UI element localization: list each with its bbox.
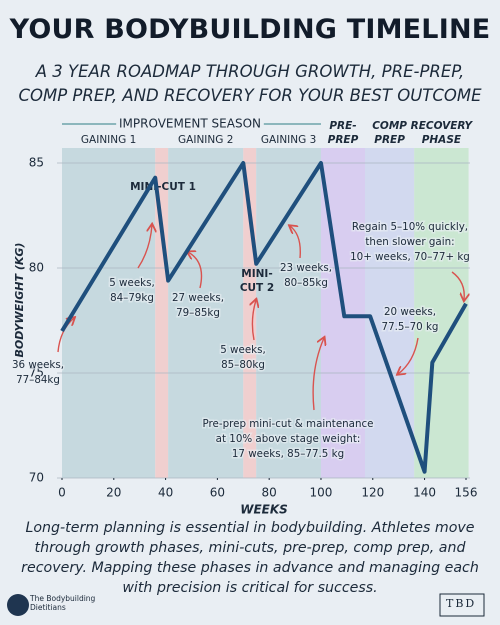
x-tick-label: 60: [210, 486, 225, 500]
phase-label: MINI-CUT 1: [130, 181, 196, 193]
phase-band: [155, 148, 169, 478]
text-line: 5 weeks,: [220, 344, 266, 356]
text-line: RECOVERY: [411, 120, 474, 132]
logo-badge: [7, 594, 29, 616]
logo-mark: TBD: [446, 597, 477, 610]
text-line: GAINING 1: [81, 134, 136, 146]
text-line: 5 weeks,: [109, 277, 155, 289]
season-label: IMPROVEMENT SEASON: [119, 117, 261, 131]
phase-label: GAINING 2: [178, 134, 233, 146]
text-line: Regain 5–10% quickly,: [352, 221, 468, 233]
arrow: [290, 226, 301, 259]
title: YOUR BODYBUILDING TIMELINE: [9, 14, 491, 45]
logo-box: [439, 593, 485, 617]
x-tick-label: 100: [310, 486, 333, 500]
text-line: PRE-: [329, 120, 356, 132]
text-line: 36 weeks,: [12, 359, 64, 371]
y-tick-label: 85: [29, 156, 44, 170]
phase-label: GAINING 1: [81, 134, 136, 146]
phase-label: MINI- CUT 2: [240, 268, 274, 294]
phase-label: RECOVERY PHASE: [411, 120, 474, 146]
text-line: PREP: [328, 134, 359, 146]
x-tick-label: 120: [361, 486, 384, 500]
x-tick-label: 0: [58, 486, 66, 500]
annotation: 23 weeks, 80–85kg: [280, 262, 332, 289]
text-line: 79–85kg: [176, 307, 220, 319]
arrow: [252, 300, 256, 341]
text-line: PREP: [374, 134, 405, 146]
text-line: 85–80kg: [221, 359, 265, 371]
arrow: [137, 225, 152, 269]
annotation: 20 weeks, 77.5–70 kg: [382, 306, 439, 333]
x-tick-label: 40: [158, 486, 173, 500]
annotation: 36 weeks, 77–84kg: [12, 359, 64, 386]
text-line: at 10% above stage weight:: [216, 433, 361, 445]
arrow: [398, 337, 419, 374]
text-line: MINI-: [241, 268, 272, 280]
arrow: [188, 252, 203, 289]
text-line: 77.5–70 kg: [382, 321, 439, 333]
text-line: 77–84kg: [16, 374, 60, 386]
arrow: [451, 271, 464, 300]
annotation: 27 weeks, 79–85kg: [172, 292, 224, 319]
x-axis-label: WEEKS: [240, 503, 288, 517]
y-tick-label: 75: [29, 366, 44, 380]
x-tick-label: 140: [413, 486, 436, 500]
text-line: MINI-CUT 1: [130, 181, 196, 193]
text-line: GAINING 3: [261, 134, 316, 146]
y-tick-label: 80: [29, 261, 44, 275]
logo-text: The Bodybuilding Dietitians: [30, 594, 96, 612]
annotation: 5 weeks, 85–80kg: [220, 344, 266, 371]
text-line: then slower gain:: [365, 236, 454, 248]
text-line: 27 weeks,: [172, 292, 224, 304]
subtitle: A 3 YEAR ROADMAP THROUGH GROWTH, PRE-PRE…: [18, 62, 482, 105]
text-line: COMP: [372, 120, 407, 132]
text-line: 17 weeks, 85–77.5 kg: [232, 448, 344, 460]
arrow: [312, 338, 324, 411]
phase-label: GAINING 3: [261, 134, 316, 146]
phase-band: [168, 148, 244, 478]
arrows: [57, 225, 464, 411]
y-tick-label: 70: [29, 471, 44, 485]
y-axis-label: BODYWEIGHT (KG): [13, 243, 26, 358]
phase-band: [256, 148, 321, 478]
text-line: 23 weeks,: [280, 262, 332, 274]
text-line: Pre-prep mini-cut & maintenance: [202, 418, 373, 430]
text-line: GAINING 2: [178, 134, 233, 146]
text-line: 10+ weeks, 70–77+ kg: [350, 251, 470, 263]
text-line: PHASE: [422, 134, 462, 146]
annotation: Regain 5–10% quickly, then slower gain: 10…: [350, 221, 470, 263]
x-tick-label: 80: [262, 486, 277, 500]
phase-label: COMP PREP: [372, 120, 407, 146]
text-line: 80–85kg: [284, 277, 328, 289]
annotation: Pre-prep mini-cut & maintenance at 10% ab…: [202, 418, 373, 460]
text-line: CUT 2: [240, 282, 274, 294]
x-tick-label: 156: [455, 486, 478, 500]
arrow: [57, 318, 74, 353]
annotation: 5 weeks, 84–79kg: [109, 277, 155, 304]
footer: Long-term planning is essential in bodyb…: [21, 520, 479, 596]
x-tick-label: 20: [106, 486, 121, 500]
data-line: [60, 161, 468, 474]
text-line: 20 weeks,: [384, 306, 436, 318]
text-line: 84–79kg: [110, 292, 154, 304]
phase-label: PRE- PREP: [328, 120, 359, 146]
